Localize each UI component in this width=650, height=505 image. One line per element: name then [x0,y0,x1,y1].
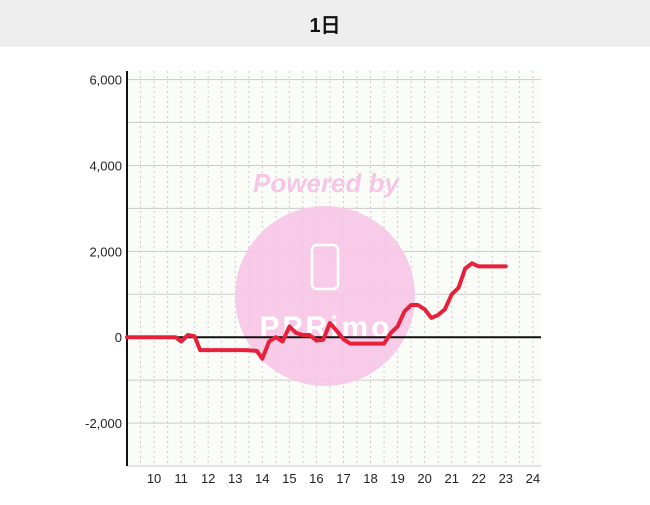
x-tick-label: 14 [255,471,269,486]
x-tick-label: 10 [147,471,161,486]
series-line [125,261,508,361]
x-tick-label: 13 [228,471,242,486]
y-axis-ticks: -2,000 0 2,000 4,000 6,000 [85,73,122,431]
x-tick-label: 19 [390,471,404,486]
x-tick-label: 15 [282,471,296,486]
line-chart: Powered by PPRimo -2,00002,0004,0006,000… [85,71,541,486]
x-tick-label: 17 [336,471,350,486]
x-axis-ticks: 10 11 12 13 14 15 16 17 18 19 20 21 22 23 24 [147,471,540,486]
x-tick-label: 22 [472,471,486,486]
x-tick-label: 21 [444,471,458,486]
x-tick-label: 23 [499,471,513,486]
page-header: 1日 [0,0,650,47]
x-tick-label: 20 [417,471,431,486]
y-tick-label: -2,000 [85,416,122,431]
x-tick-label: 18 [363,471,377,486]
y-tick-label: 6,000 [89,73,122,88]
phone-icon [310,243,340,291]
chart-container: Powered by PPRimo -2,000 0 2,000 4,000 6,000… [0,47,650,500]
x-tick-label: 24 [526,471,540,486]
x-tick-label: 12 [201,471,215,486]
x-tick-label: 11 [174,471,188,486]
y-tick-label: 0 [115,330,122,345]
page-title: 1日 [309,15,341,37]
x-tick-label: 16 [309,471,323,486]
watermark-powered-text: Powered by [253,168,400,198]
y-tick-label: 4,000 [89,158,122,173]
y-tick-label: 2,000 [89,244,122,259]
